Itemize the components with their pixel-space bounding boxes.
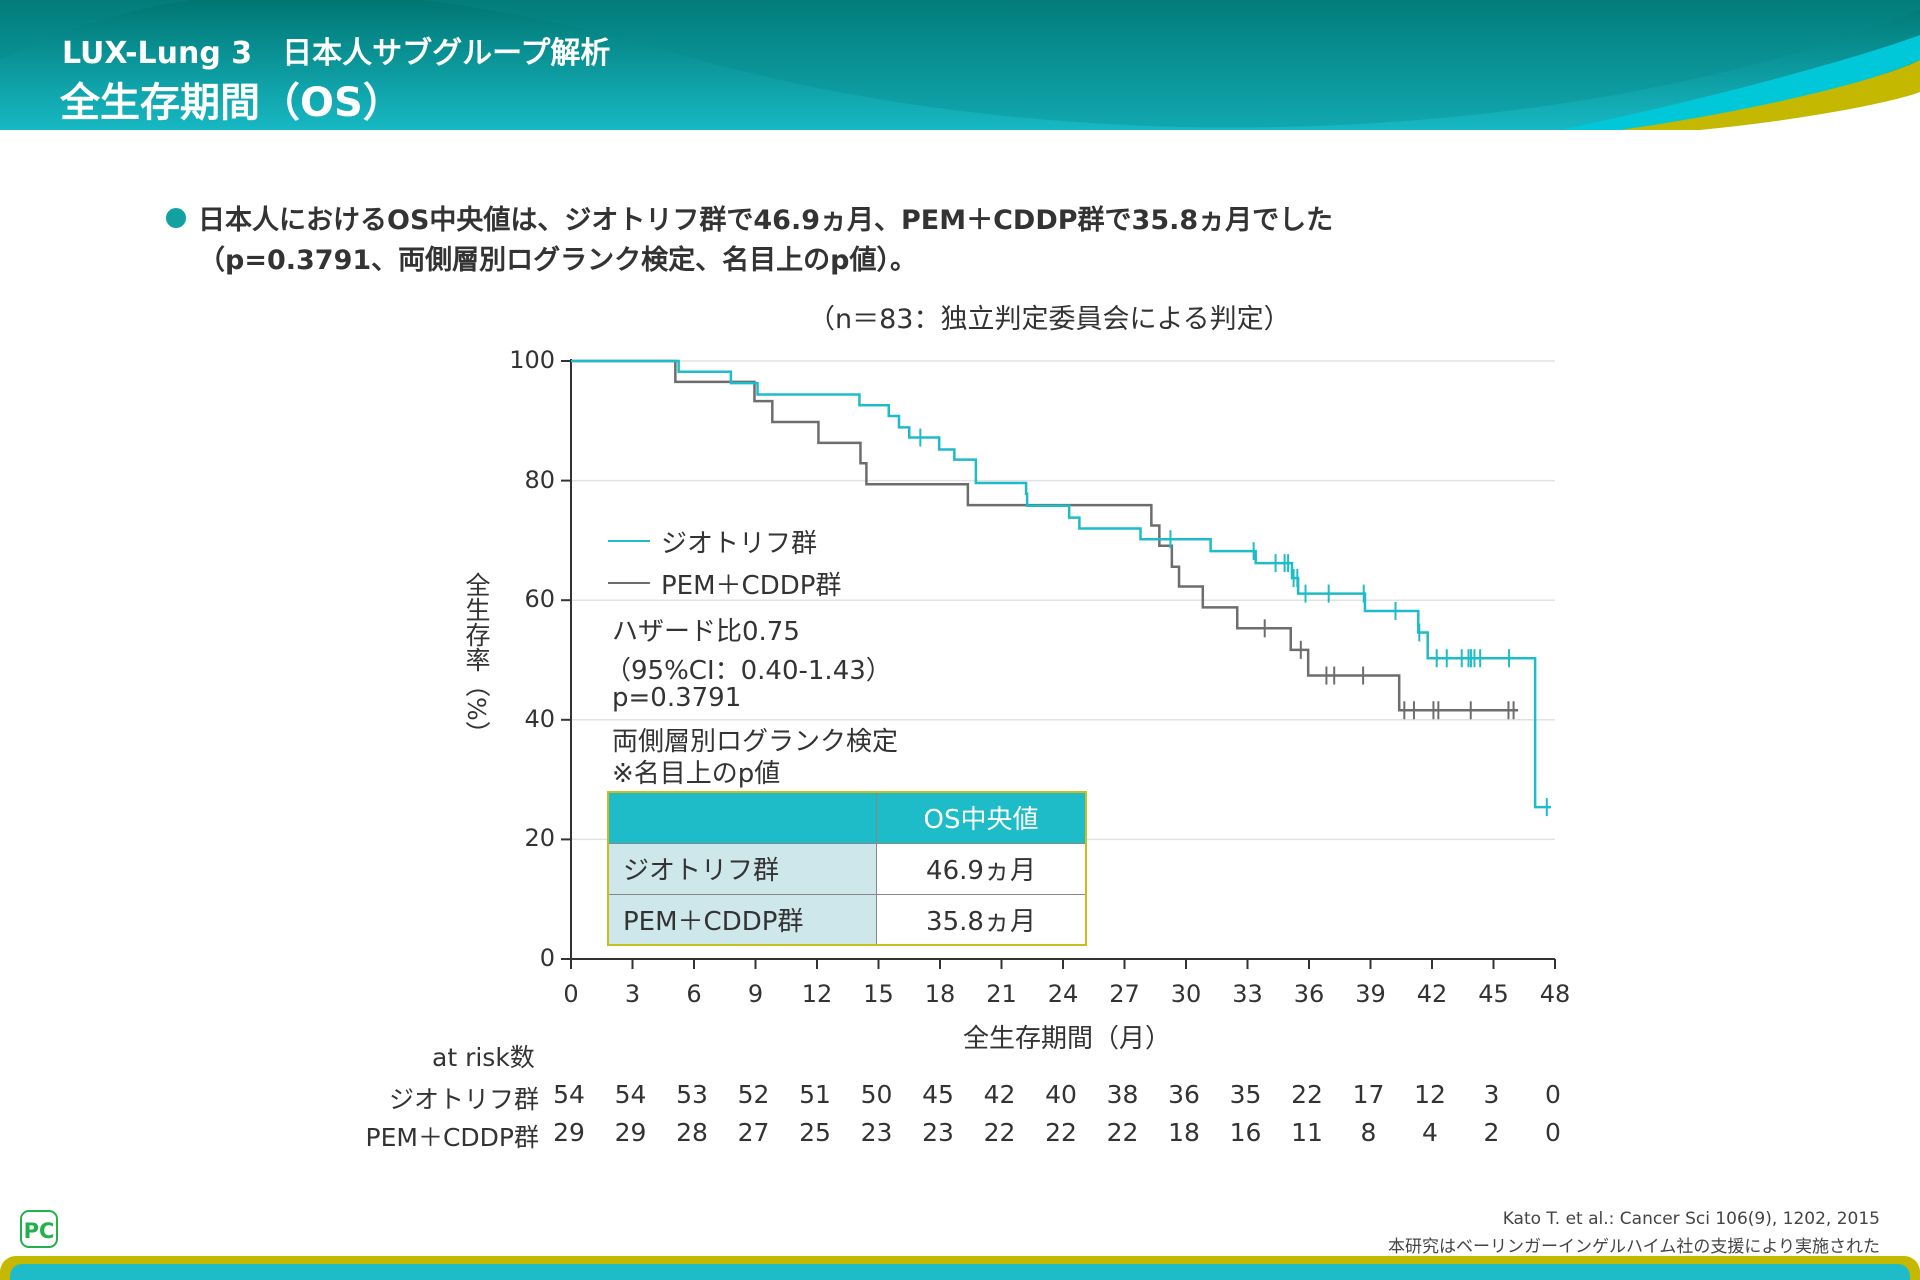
at-risk-label: at risk数 [432, 1043, 535, 1072]
x-tick-label: 33 [1232, 980, 1263, 1008]
lead-text-line1: 日本人におけるOS中央値は、ジオトリフ群で46.9ヵ月、PEM＋CDDP群で35… [198, 205, 1334, 236]
x-tick-label: 18 [924, 980, 956, 1008]
at-risk-value: 22 [1291, 1080, 1323, 1109]
at-risk-value: 12 [1414, 1080, 1446, 1109]
support-note: 本研究はベーリンガーインゲルハイム社の支援により実施された [1388, 1237, 1880, 1257]
header-banner: LUX-Lung 3 日本人サブグループ解析 全生存期間（OS） [0, 0, 1920, 130]
x-tick-label: 45 [1478, 980, 1509, 1008]
table-group: PEM＋CDDP群 [607, 893, 877, 946]
legend-swatch-afatinib [608, 540, 650, 542]
median-os-table: OS中央値 ジオトリフ群 46.9ヵ月 PEM＋CDDP群 35.8ヵ月 [607, 791, 1087, 946]
x-tick-label: 30 [1170, 980, 1202, 1008]
at-risk-value: 22 [1045, 1118, 1077, 1147]
at-risk-value: 28 [676, 1118, 708, 1147]
x-tick-label: 21 [986, 980, 1017, 1008]
x-tick-label: 42 [1416, 980, 1448, 1008]
lead-text-line2: （p=0.3791、両側層別ログランク検定、名目上のp値）。 [198, 245, 917, 276]
test-method: 両側層別ログランク検定 [612, 727, 899, 757]
confidence-interval: （95%CI：0.40-1.43） [605, 656, 892, 686]
hazard-ratio: ハザード比0.75 [612, 617, 800, 647]
legend-label-pem-cddp: PEM＋CDDP群 [661, 571, 842, 601]
pc-logo: PC [20, 1210, 58, 1248]
at-risk-value: 3 [1483, 1080, 1500, 1109]
x-tick-label: 9 [747, 980, 764, 1008]
bottom-band [0, 1256, 1920, 1280]
y-axis-label: 全生存率（%） [462, 572, 491, 746]
x-tick-label: 12 [801, 980, 833, 1008]
header-subtitle: LUX-Lung 3 日本人サブグループ解析 [62, 36, 611, 71]
x-tick-label: 48 [1539, 980, 1571, 1008]
page-title: 全生存期間（OS） [60, 80, 403, 126]
at-risk-value: 51 [799, 1080, 831, 1109]
at-risk-value: 29 [553, 1118, 585, 1147]
at-risk-value: 53 [676, 1080, 708, 1109]
x-tick-label: 36 [1293, 980, 1325, 1008]
km-curve-pem-cddp [571, 359, 1519, 712]
nominal-note: ※名目上のp値 [612, 759, 781, 789]
table-value: 35.8ヵ月 [876, 893, 1087, 946]
at-risk-group-afatinib: ジオトリフ群 [388, 1085, 539, 1114]
x-tick-label: 15 [863, 980, 894, 1008]
x-tick-label: 3 [624, 980, 641, 1008]
chart-subtitle: （n＝83：独立判定委員会による判定） [808, 304, 1291, 335]
at-risk-value: 29 [614, 1118, 647, 1147]
x-tick-label: 39 [1355, 980, 1386, 1008]
table-header-empty [607, 791, 877, 844]
at-risk-value: 36 [1168, 1080, 1200, 1109]
y-tick-label: 40 [524, 704, 555, 733]
at-risk-value: 38 [1106, 1080, 1139, 1109]
x-tick-label: 27 [1109, 980, 1140, 1008]
at-risk-group-pem-cddp: PEM＋CDDP群 [365, 1123, 539, 1152]
p-value: p=0.3791 [612, 683, 742, 713]
table-row: PEM＋CDDP群 35.8ヵ月 [607, 893, 1087, 946]
table-header-os-median: OS中央値 [876, 791, 1087, 844]
y-tick-label: 20 [524, 824, 555, 853]
table-row: ジオトリフ群 46.9ヵ月 [607, 842, 1087, 895]
table-value: 46.9ヵ月 [876, 842, 1087, 895]
at-risk-value: 50 [860, 1080, 893, 1109]
at-risk-value: 8 [1360, 1118, 1377, 1147]
citation: Kato T. et al.: Cancer Sci 106(9), 1202,… [1502, 1209, 1880, 1229]
y-tick-label: 60 [524, 585, 555, 614]
x-tick-label: 0 [563, 980, 579, 1008]
at-risk-value: 35 [1229, 1080, 1262, 1109]
legend-label-afatinib: ジオトリフ群 [661, 529, 818, 559]
y-tick-label: 100 [509, 346, 555, 374]
at-risk-value: 11 [1291, 1118, 1323, 1147]
at-risk-value: 18 [1168, 1118, 1200, 1147]
km-curve-afatinib [571, 359, 1551, 809]
at-risk-value: 25 [799, 1118, 831, 1147]
at-risk-value: 17 [1352, 1080, 1385, 1109]
at-risk-value: 40 [1045, 1080, 1077, 1109]
at-risk-value: 22 [983, 1118, 1016, 1147]
y-tick-label: 0 [539, 944, 555, 972]
bullet-icon [166, 208, 186, 228]
x-tick-label: 24 [1047, 980, 1079, 1008]
table-group: ジオトリフ群 [607, 842, 877, 895]
at-risk-value: 0 [1545, 1080, 1561, 1109]
at-risk-value: 0 [1545, 1118, 1561, 1147]
at-risk-value: 52 [737, 1080, 770, 1109]
at-risk-value: 2 [1483, 1118, 1500, 1147]
y-tick-label: 80 [524, 465, 555, 494]
at-risk-value: 54 [614, 1080, 647, 1109]
at-risk-value: 27 [737, 1118, 770, 1147]
at-risk-value: 4 [1422, 1118, 1438, 1147]
at-risk-value: 23 [922, 1118, 954, 1147]
at-risk-value: 22 [1106, 1118, 1139, 1147]
at-risk-value: 45 [922, 1080, 954, 1109]
header-background [0, 0, 1920, 130]
at-risk-value: 54 [553, 1080, 585, 1109]
x-tick-label: 6 [686, 980, 702, 1008]
at-risk-value: 42 [983, 1080, 1016, 1109]
at-risk-value: 16 [1229, 1118, 1262, 1147]
at-risk-value: 23 [860, 1118, 893, 1147]
legend-swatch-pem-cddp [608, 582, 650, 584]
x-axis-label: 全生存期間（月） [963, 1024, 1172, 1054]
